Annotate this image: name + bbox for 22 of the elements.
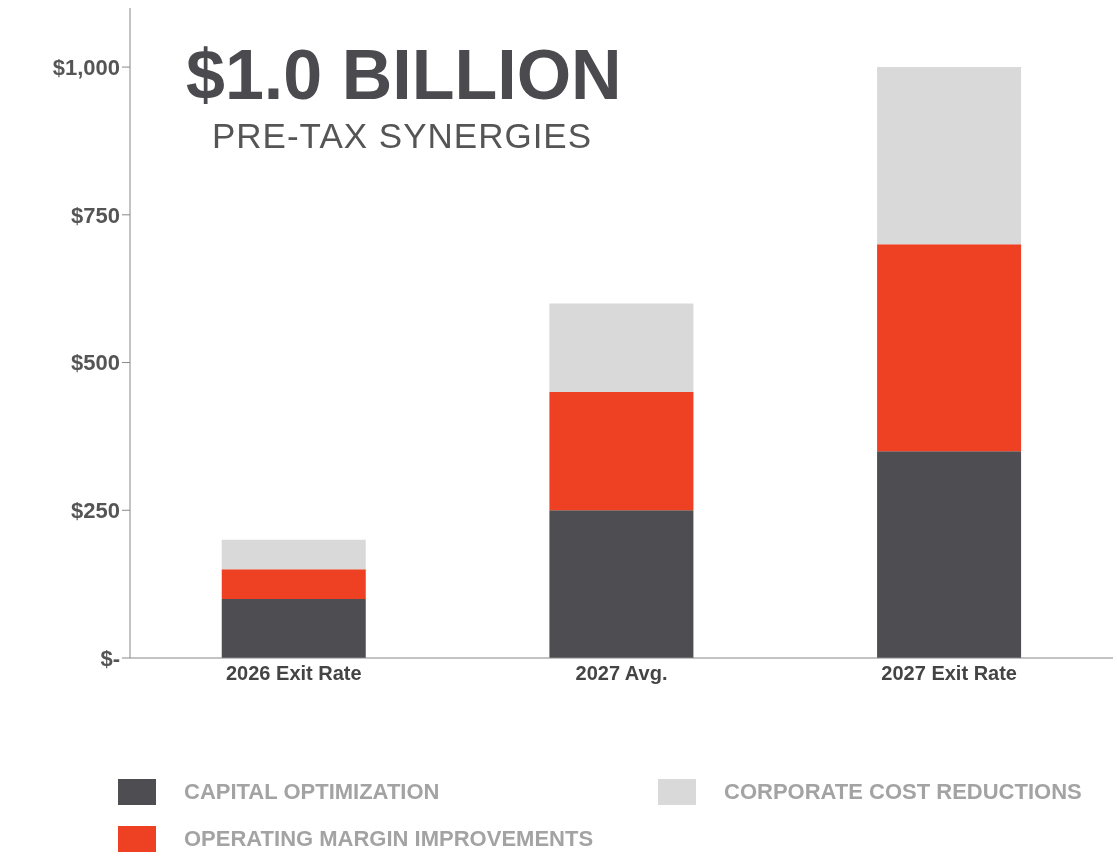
y-tick-label: $750 (71, 202, 120, 228)
bar (877, 451, 1022, 658)
y-tick-label: $1,000 (52, 54, 120, 80)
x-tick-label: 2027 Avg. (575, 662, 668, 685)
bar (221, 569, 366, 599)
bar (549, 510, 694, 658)
bar (549, 303, 694, 393)
bar (221, 539, 366, 570)
legend-label: OPERATING MARGIN IMPROVEMENTS (184, 825, 594, 852)
bar (221, 598, 366, 658)
x-tick-label: 2027 Exit Rate (881, 662, 1017, 685)
y-tick-label: $250 (71, 498, 120, 524)
bar (877, 67, 1022, 245)
chart-title: $1.0 BILLION (186, 36, 622, 114)
text: PRE-TAX SYNERGIES (212, 116, 593, 155)
bar (549, 392, 694, 511)
y-tick-label: $- (100, 645, 120, 671)
bar (877, 244, 1022, 452)
legend-label: CAPITAL OPTIMIZATION (184, 778, 440, 805)
y-tick-label: $500 (71, 350, 120, 376)
legend-label: CORPORATE COST REDUCTIONS (724, 778, 1082, 805)
x-tick-label: 2026 Exit Rate (226, 662, 362, 685)
